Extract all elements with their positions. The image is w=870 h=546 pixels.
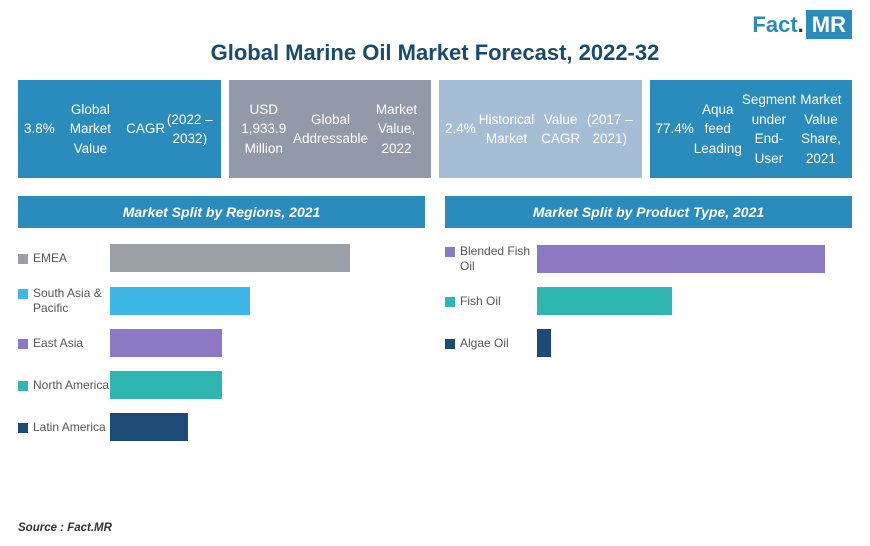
chart-header-product: Market Split by Product Type, 2021 [445, 196, 852, 228]
legend-label: EMEA [33, 251, 67, 265]
legend-swatch [445, 297, 455, 307]
stat-card-line: CAGR [126, 119, 165, 139]
legend-label: Fish Oil [460, 294, 501, 308]
bar [110, 371, 222, 399]
chart-row: South Asia & Pacific [18, 286, 425, 315]
stat-card-2: 2.4%Historical MarketValue CAGR(2017 – 2… [439, 80, 642, 178]
stat-card-line: Segment under End-User [742, 90, 796, 168]
stat-card-line: Value CAGR [537, 110, 584, 149]
legend-swatch [445, 247, 455, 257]
chart-headers: Market Split by Regions, 2021 Market Spl… [18, 196, 852, 228]
chart-row: Blended Fish Oil [445, 244, 852, 273]
stat-card-line: 2.4% [445, 119, 476, 139]
page-title: Global Marine Oil Market Forecast, 2022-… [18, 40, 852, 66]
chart-row: Algae Oil [445, 329, 852, 357]
legend-swatch [18, 423, 28, 433]
stat-card-line: Market Value Share, 2021 [796, 90, 846, 168]
legend-item: South Asia & Pacific [18, 286, 110, 315]
legend-swatch [18, 289, 28, 299]
legend-item: North America [18, 378, 110, 392]
bar [110, 329, 222, 357]
bar-track [537, 245, 852, 273]
bar [537, 287, 672, 315]
logo-dot: . [798, 12, 804, 37]
legend-label: Latin America [33, 420, 106, 434]
legend-swatch [18, 381, 28, 391]
chart-header-regions: Market Split by Regions, 2021 [18, 196, 425, 228]
stat-card-0: 3.8%Global Market ValueCAGR(2022 – 2032) [18, 80, 221, 178]
legend-swatch [445, 339, 455, 349]
stat-card-1: USD 1,933.9 MillionGlobal AddressableMar… [229, 80, 432, 178]
stat-card-line: (2017 – 2021) [584, 110, 635, 149]
legend-item: East Asia [18, 336, 110, 350]
stat-card-line: (2022 – 2032) [165, 110, 214, 149]
stat-card-line: Aqua feed Leading [694, 100, 742, 159]
stat-card-3: 77.4%Aqua feed LeadingSegment under End-… [650, 80, 853, 178]
chart-regions: EMEA South Asia & Pacific East Asia North A… [18, 244, 425, 455]
bar-track [110, 329, 425, 357]
chart-product: Blended Fish Oil Fish Oil Algae Oil [445, 244, 852, 455]
legend-swatch [18, 339, 28, 349]
bar-track [537, 287, 852, 315]
bar [537, 329, 551, 357]
legend-item: EMEA [18, 251, 110, 265]
stat-cards: 3.8%Global Market ValueCAGR(2022 – 2032)… [18, 80, 852, 178]
stat-card-line: Global Addressable [293, 110, 368, 149]
chart-row: EMEA [18, 244, 425, 272]
chart-row: Latin America [18, 413, 425, 441]
chart-row: North America [18, 371, 425, 399]
logo-fact: Fact [752, 12, 797, 37]
stat-card-line: Historical Market [476, 110, 538, 149]
legend-item: Fish Oil [445, 294, 537, 308]
bar-track [537, 329, 852, 357]
brand-logo: Fact.MR [752, 12, 852, 38]
legend-item: Algae Oil [445, 336, 537, 350]
legend-label: Blended Fish Oil [460, 244, 537, 273]
bar-track [110, 371, 425, 399]
legend-item: Latin America [18, 420, 110, 434]
bar-track [110, 244, 425, 272]
chart-row: Fish Oil [445, 287, 852, 315]
source-label: Source : Fact.MR [18, 522, 112, 534]
bar-track [110, 287, 425, 315]
legend-label: East Asia [33, 336, 83, 350]
stat-card-line: 77.4% [656, 119, 694, 139]
bar-track [110, 413, 425, 441]
legend-label: Algae Oil [460, 336, 509, 350]
legend-label: South Asia & Pacific [33, 286, 110, 315]
legend-item: Blended Fish Oil [445, 244, 537, 273]
stat-card-line: Market Value, 2022 [368, 100, 425, 159]
stat-card-line: Global Market Value [55, 100, 126, 159]
bar [110, 244, 350, 272]
bar [537, 245, 825, 273]
logo-mr: MR [806, 10, 852, 39]
legend-label: North America [33, 378, 109, 392]
stat-card-line: USD 1,933.9 Million [235, 100, 294, 159]
stat-card-line: 3.8% [24, 119, 55, 139]
chart-row: East Asia [18, 329, 425, 357]
bar [110, 287, 250, 315]
legend-swatch [18, 254, 28, 264]
bar [110, 413, 188, 441]
charts-container: EMEA South Asia & Pacific East Asia North A… [18, 244, 852, 455]
